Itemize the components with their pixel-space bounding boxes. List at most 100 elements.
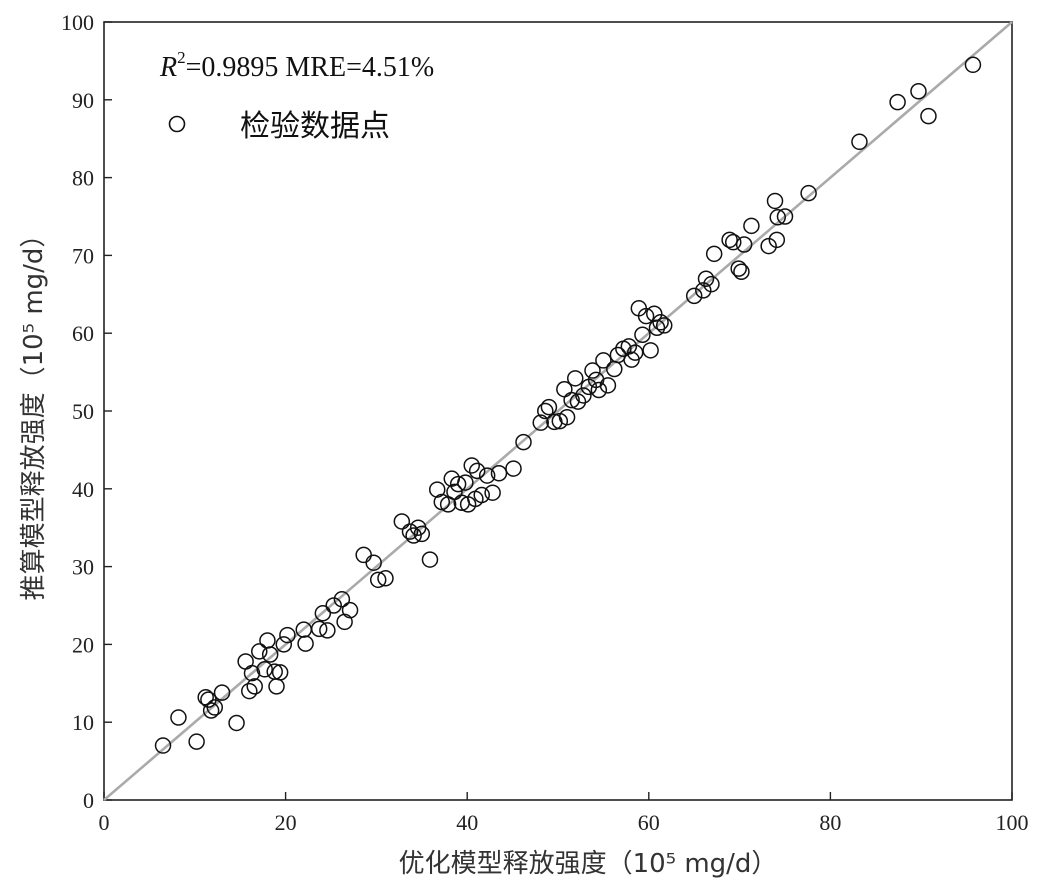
y-tick-label: 60 (72, 321, 94, 346)
data-point (463, 457, 480, 474)
data-point (655, 317, 673, 334)
data-point (626, 344, 644, 361)
data-point (170, 709, 187, 726)
x-axis-title: 优化模型释放强度（10⁵ mg/d） (399, 849, 778, 879)
data-point (319, 622, 336, 639)
y-tick-label: 40 (72, 477, 94, 502)
data-point (243, 664, 261, 682)
data-point (735, 236, 753, 253)
x-tick-label: 0 (99, 810, 110, 835)
data-point (599, 377, 617, 394)
data-point (776, 208, 794, 225)
r-power: 2 (177, 48, 186, 67)
data-point (279, 626, 296, 644)
data-point (648, 319, 666, 337)
data-point (733, 263, 750, 280)
legend-label: 检验数据点 (240, 109, 390, 144)
data-point (637, 307, 655, 325)
data-point (355, 546, 372, 564)
data-point (590, 381, 608, 399)
data-point (721, 231, 738, 249)
data-point (314, 605, 332, 622)
data-point (595, 352, 612, 369)
data-point (365, 554, 382, 571)
data-point (800, 184, 817, 202)
data-point (401, 523, 419, 540)
x-tick-label: 80 (819, 810, 841, 835)
x-tick-label: 100 (996, 810, 1029, 835)
annotation-text: =0.9895 MRE=4.51% (186, 52, 435, 83)
fit-line (103, 21, 1013, 801)
data-point (652, 314, 669, 331)
data-point (428, 481, 446, 498)
axis-ticks: 0 20 40 60 80 100 0 10 20 30 40 50 60 70 80 90 100 (61, 10, 1029, 835)
data-point (241, 682, 258, 700)
data-point (206, 699, 224, 716)
y-tick-label: 90 (72, 88, 94, 113)
y-tick-label: 50 (72, 399, 94, 424)
data-point (563, 391, 580, 409)
data-point (449, 475, 467, 493)
data-point (268, 678, 285, 695)
data-point (620, 338, 638, 355)
y-tick-label: 80 (72, 166, 94, 191)
data-point (768, 231, 786, 249)
data-point (730, 260, 747, 277)
data-point (297, 635, 314, 652)
data-point (505, 460, 522, 477)
data-point (703, 275, 720, 293)
data-point (271, 664, 289, 681)
data-point (478, 467, 496, 484)
data-point (256, 661, 273, 678)
x-tick-label: 40 (456, 810, 478, 835)
data-point (569, 393, 587, 410)
y-tick-label: 100 (61, 10, 94, 35)
r-symbol: R (159, 52, 177, 83)
fit-line-group (103, 21, 1013, 801)
data-point (246, 678, 263, 695)
data-point (910, 82, 927, 100)
y-tick-label: 20 (72, 632, 94, 657)
data-point (261, 646, 279, 663)
data-point (413, 525, 431, 543)
data-point (766, 192, 784, 210)
fit-annotation: R2=0.9895 MRE=4.51% (159, 48, 434, 83)
data-point (259, 632, 276, 649)
data-point (558, 408, 576, 426)
x-tick-label: 20 (275, 810, 297, 835)
data-point (251, 643, 268, 660)
data-point (724, 233, 742, 251)
data-point (743, 217, 760, 235)
data-point (341, 601, 359, 619)
data-point (443, 470, 461, 487)
y-tick-label: 70 (72, 243, 94, 268)
data-point (421, 551, 439, 568)
data-point (532, 414, 549, 431)
data-point (237, 653, 254, 670)
legend-marker (168, 115, 186, 133)
data-point (325, 597, 342, 614)
data-point (457, 474, 474, 491)
data-point (377, 570, 394, 587)
data-point (705, 245, 723, 263)
data-point (540, 398, 558, 416)
data-point (964, 56, 982, 74)
data-point (695, 282, 712, 299)
data-point (515, 433, 532, 451)
data-point (484, 484, 501, 501)
data-point (333, 591, 351, 608)
data-point (188, 733, 205, 750)
data-points (154, 56, 982, 754)
x-tick-label: 60 (638, 810, 660, 835)
data-point (642, 342, 659, 359)
data-point (213, 684, 231, 701)
data-point (490, 464, 508, 482)
data-point (202, 702, 220, 719)
data-point (685, 287, 703, 305)
data-point (769, 209, 786, 226)
data-point (697, 270, 715, 287)
data-point (228, 714, 245, 732)
data-point (393, 513, 411, 530)
data-point (889, 93, 906, 111)
